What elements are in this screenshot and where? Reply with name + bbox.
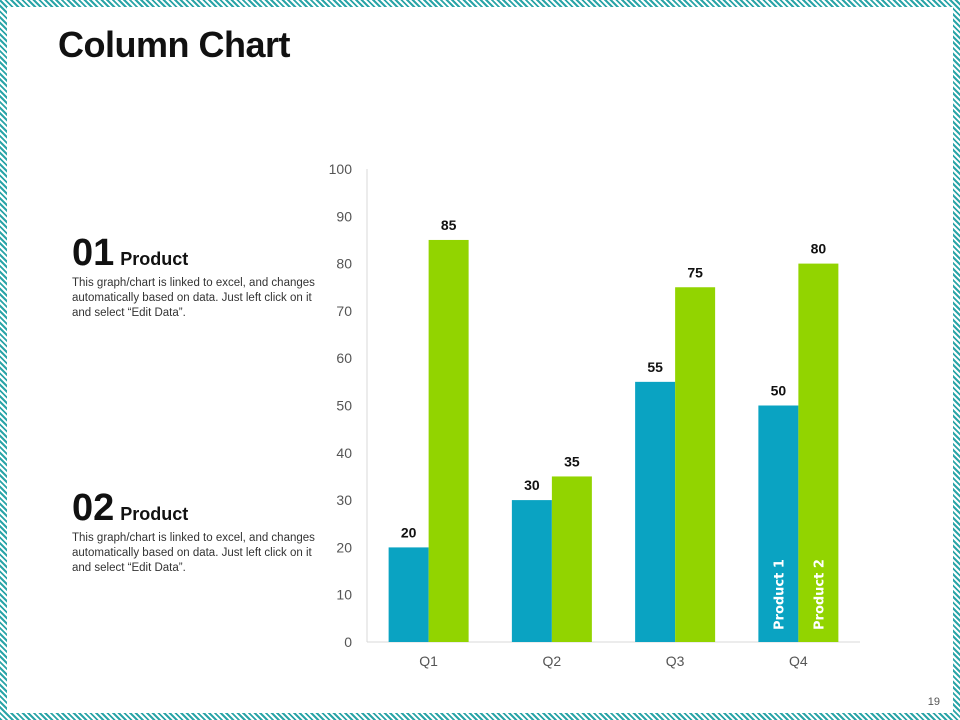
bar-product-1-q1 — [388, 547, 429, 642]
x-tick-label: Q2 — [543, 653, 562, 669]
data-label: 50 — [771, 383, 787, 399]
legend-label: Product — [120, 249, 189, 269]
bar-product-1-q4 — [758, 405, 799, 642]
legend-number: 01 — [72, 232, 115, 274]
data-label: 30 — [524, 477, 540, 493]
data-label: 55 — [647, 359, 663, 375]
legend-description: This graph/chart is linked to excel, and… — [72, 532, 315, 574]
y-tick-label: 40 — [336, 445, 352, 461]
bar-product-2-q3 — [675, 287, 716, 642]
legend-header: 02 Product — [72, 489, 322, 527]
y-tick-label: 70 — [336, 303, 352, 319]
data-label: 75 — [687, 264, 703, 280]
bar-product-2-q2 — [551, 476, 592, 642]
legend-description: This graph/chart is linked to excel, and… — [72, 277, 315, 319]
bar-product-1-q3 — [635, 381, 676, 642]
legend-block-product-01: 01 Product This graph/chart is linked to… — [72, 234, 322, 321]
x-tick-label: Q4 — [789, 653, 808, 669]
data-label: 20 — [401, 524, 417, 540]
legend-block-product-02: 02 Product This graph/chart is linked to… — [72, 489, 322, 576]
data-label: 35 — [564, 453, 580, 469]
y-tick-label: 50 — [336, 398, 352, 414]
bar-product-2-q4 — [798, 263, 839, 642]
legend-header: 01 Product — [72, 234, 322, 272]
y-tick-label: 20 — [336, 539, 352, 555]
data-label: 85 — [441, 217, 457, 233]
legend-number: 02 — [72, 487, 115, 529]
y-tick-label: 60 — [336, 350, 352, 366]
bar-product-2-q1 — [428, 239, 469, 642]
series-label-product-1: Product 1 — [772, 559, 787, 630]
x-tick-label: Q3 — [666, 653, 685, 669]
y-tick-label: 90 — [336, 208, 352, 224]
y-tick-label: 0 — [344, 634, 352, 650]
y-tick-label: 100 — [329, 161, 353, 177]
y-tick-label: 10 — [336, 587, 352, 603]
series-label-product-2: Product 2 — [812, 559, 827, 630]
page-title: Column Chart — [58, 24, 291, 65]
y-tick-label: 80 — [336, 256, 352, 272]
page-number: 19 — [927, 696, 940, 708]
y-tick-label: 30 — [336, 492, 352, 508]
legend-label: Product — [120, 504, 189, 524]
data-label: 80 — [811, 241, 827, 257]
x-tick-label: Q1 — [419, 653, 438, 669]
bar-product-1-q2 — [511, 500, 552, 642]
